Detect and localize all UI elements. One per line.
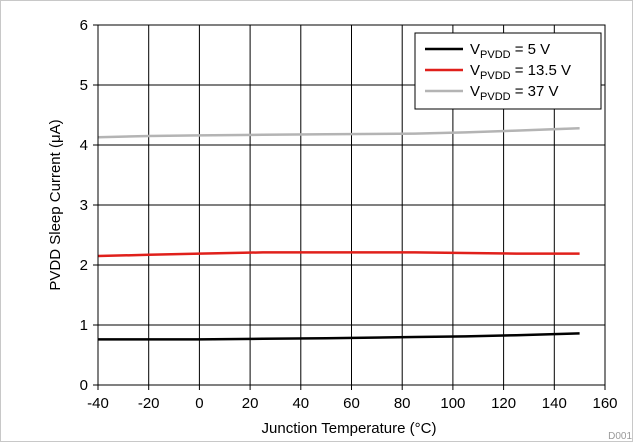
x-tick-label: 80 xyxy=(394,395,411,412)
y-tick-label: 4 xyxy=(80,137,88,154)
y-tick-label: 5 xyxy=(80,77,88,94)
legend-label-2: VPVDD = 13.5 V xyxy=(470,62,571,82)
series-line-3 xyxy=(97,126,580,139)
y-tick-label: 1 xyxy=(80,317,88,334)
figure-id-label: D001 xyxy=(608,431,632,442)
series-lines xyxy=(97,126,580,341)
legend-label-3: VPVDD = 37 V xyxy=(470,83,559,103)
y-tick-label: 0 xyxy=(80,377,88,394)
x-tick-label: 160 xyxy=(592,395,617,412)
series-line-2 xyxy=(97,251,580,258)
x-tick-label: 120 xyxy=(491,395,516,412)
axis-ticks: -40 -20 0 20 40 60 80 100 120 140 160 0 1 2 3 4 5 6 xyxy=(80,17,618,412)
legend-label-1: VPVDD = 5 V xyxy=(470,41,550,61)
series-line-1 xyxy=(98,332,580,341)
y-tick-label: 3 xyxy=(80,197,88,214)
x-tick-label: 100 xyxy=(440,395,465,412)
x-tick-label: 20 xyxy=(242,395,259,412)
x-tick-label: 60 xyxy=(343,395,360,412)
x-tick-label: -20 xyxy=(138,395,160,412)
x-tick-label: 140 xyxy=(542,395,567,412)
x-tick-label: 40 xyxy=(292,395,309,412)
y-tick-label: 2 xyxy=(80,257,88,274)
x-tick-label: -40 xyxy=(87,395,109,412)
x-tick-label: 0 xyxy=(195,395,203,412)
y-tick-label: 6 xyxy=(80,17,88,34)
y-axis-title: PVDD Sleep Current (μA) xyxy=(47,119,64,290)
x-axis-title: Junction Temperature (°C) xyxy=(262,420,437,437)
